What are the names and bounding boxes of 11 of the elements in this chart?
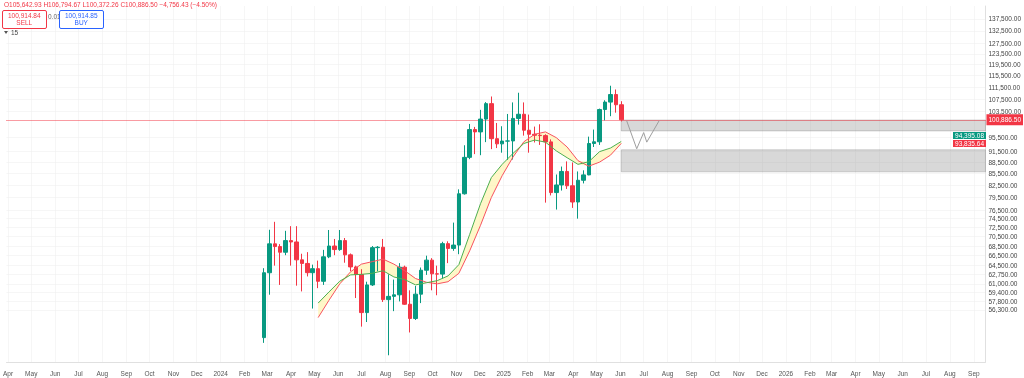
candlestick <box>381 238 385 303</box>
candlestick <box>440 241 445 280</box>
candlestick <box>316 260 320 289</box>
candlestick <box>473 126 477 155</box>
candlestick <box>446 240 450 264</box>
candlestick <box>310 264 315 310</box>
candlestick <box>283 230 288 256</box>
candlestick <box>332 238 337 256</box>
candlestick <box>359 268 364 328</box>
line-series <box>626 120 660 150</box>
candlestick <box>338 229 342 252</box>
